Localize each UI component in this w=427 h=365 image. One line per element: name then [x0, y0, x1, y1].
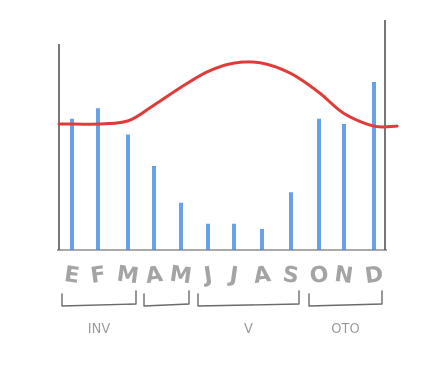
month-label-7: A: [252, 262, 272, 289]
season-label-3: OTO: [331, 322, 359, 337]
season-bracket-2: [197, 290, 300, 307]
bar-7: [260, 229, 264, 250]
month-label-9: O: [308, 262, 330, 289]
season-brackets: INV V OTO: [61, 290, 383, 337]
season-label-2: V: [244, 322, 253, 337]
month-label-6: J: [226, 262, 240, 288]
month-label-1: F: [89, 262, 107, 289]
season-bracket-3: [308, 290, 383, 307]
season-bracket-1: [143, 290, 190, 307]
temperature-line: [57, 60, 399, 129]
bar-0: [70, 118, 74, 250]
bar-4: [179, 202, 183, 250]
month-label-11: D: [363, 262, 385, 289]
month-label-8: S: [281, 262, 300, 289]
bar-2: [126, 134, 130, 250]
season-bracket-0: [61, 290, 137, 307]
month-label-10: N: [333, 262, 355, 289]
bars-group: [70, 82, 376, 250]
bar-6: [232, 223, 236, 250]
bar-8: [289, 192, 293, 250]
bar-9: [317, 118, 321, 250]
bar-10: [342, 124, 346, 250]
month-label-4: M: [168, 262, 193, 290]
bar-3: [152, 166, 156, 250]
bar-5: [206, 223, 210, 250]
month-label-3: A: [144, 262, 164, 289]
month-label-2: M: [115, 262, 140, 290]
month-label-0: E: [63, 262, 81, 289]
month-label-5: J: [200, 263, 214, 289]
season-label-0: INV: [88, 322, 111, 337]
bar-11: [372, 82, 376, 250]
bar-1: [96, 108, 100, 250]
